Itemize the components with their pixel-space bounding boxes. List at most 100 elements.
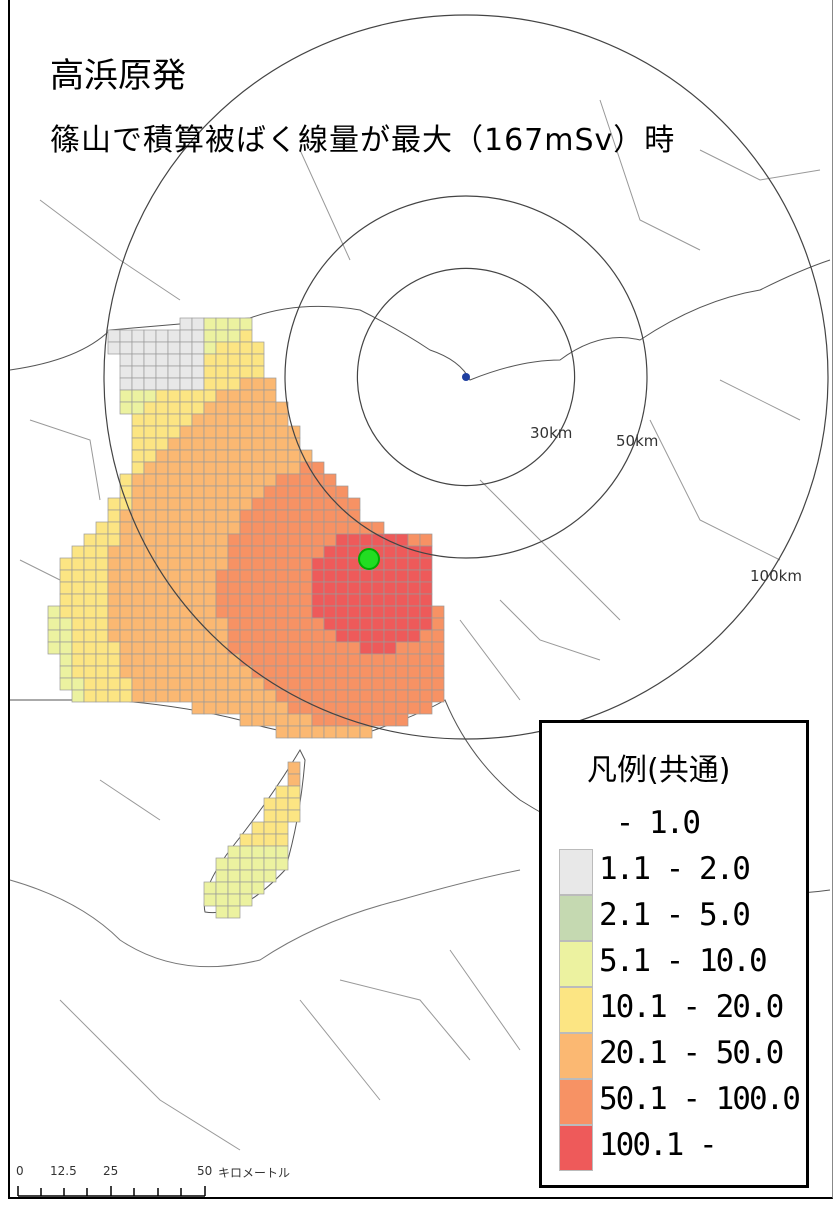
dose-cell — [263, 545, 277, 559]
dose-cell — [191, 485, 205, 499]
dose-cell — [383, 617, 397, 631]
dose-cell — [287, 521, 301, 535]
dose-cell — [143, 473, 157, 487]
ring-50km — [284, 195, 648, 559]
dose-cell — [383, 605, 397, 619]
dose-cell — [155, 557, 169, 571]
dose-cell — [191, 677, 205, 691]
dose-cell — [227, 533, 241, 547]
dose-cell — [347, 641, 361, 655]
dose-cell — [47, 629, 61, 643]
dose-cell — [167, 425, 181, 439]
dose-cell — [335, 557, 349, 571]
dose-cell — [407, 689, 421, 703]
dose-cell — [167, 401, 181, 415]
dose-cell — [203, 593, 217, 607]
dose-cell — [419, 689, 433, 703]
dose-cell — [383, 545, 397, 559]
dose-cell — [359, 689, 373, 703]
dose-cell — [71, 641, 85, 655]
dose-cell — [155, 641, 169, 655]
dose-cell — [239, 437, 253, 451]
dose-cell — [191, 689, 205, 703]
dose-cell — [155, 689, 169, 703]
dose-cell — [239, 581, 253, 595]
dose-cell — [431, 605, 445, 619]
dose-cell — [191, 425, 205, 439]
dose-cell — [179, 449, 193, 463]
dose-cell — [203, 629, 217, 643]
dose-cell — [59, 617, 73, 631]
distance-rings — [103, 14, 829, 740]
dose-cell — [191, 701, 205, 715]
dose-cell — [167, 461, 181, 475]
dose-cell — [347, 497, 361, 511]
dose-cell — [119, 473, 133, 487]
dose-cell — [179, 317, 193, 331]
dose-cell — [359, 641, 373, 655]
dose-cell — [431, 641, 445, 655]
legend-item: 50.1 - 100.0 — [559, 1079, 801, 1125]
dose-cell — [239, 365, 253, 379]
legend-label: 100.1 - — [599, 1127, 718, 1163]
dose-cell — [395, 677, 409, 691]
dose-cell — [131, 653, 145, 667]
legend-item: 2.1 - 5.0 — [559, 895, 799, 941]
dose-cell — [227, 413, 241, 427]
legend-title: 凡例(共通) — [587, 753, 731, 788]
dose-cell — [119, 605, 133, 619]
dose-cell — [167, 497, 181, 511]
dose-cell — [251, 629, 265, 643]
dose-cell — [251, 569, 265, 583]
dose-cell — [323, 593, 337, 607]
dose-cell — [95, 617, 109, 631]
dose-cell — [419, 653, 433, 667]
dose-cell — [203, 689, 217, 703]
dose-cell — [215, 473, 229, 487]
legend-label: 20.1 - 50.0 — [599, 1035, 784, 1071]
dose-cell — [227, 461, 241, 475]
dose-cell — [179, 653, 193, 667]
dose-cell — [287, 773, 301, 787]
dose-cell — [275, 641, 289, 655]
dose-cell — [299, 593, 313, 607]
dose-cell — [275, 713, 289, 727]
dose-cell — [407, 653, 421, 667]
dose-cell — [299, 641, 313, 655]
dose-cell — [407, 605, 421, 619]
dose-cell — [275, 449, 289, 463]
dose-cell — [251, 461, 265, 475]
dose-cell — [359, 677, 373, 691]
dose-cell — [347, 581, 361, 595]
dose-cell — [107, 641, 121, 655]
dose-cell — [275, 629, 289, 643]
dose-cell — [275, 461, 289, 475]
dose-cell — [335, 485, 349, 499]
dose-cell — [323, 689, 337, 703]
dose-cell — [383, 557, 397, 571]
dose-cell — [263, 497, 277, 511]
dose-cell — [203, 461, 217, 475]
dose-cell — [227, 509, 241, 523]
legend-label: 1.1 - 2.0 — [599, 851, 751, 887]
dose-cell — [71, 665, 85, 679]
dose-cell — [239, 413, 253, 427]
dose-cell — [287, 593, 301, 607]
dose-cell — [167, 629, 181, 643]
dose-cell — [311, 521, 325, 535]
dose-cell — [119, 617, 133, 631]
dose-cell — [275, 809, 289, 823]
dose-cell — [227, 701, 241, 715]
dose-cell — [179, 485, 193, 499]
dose-cell — [167, 689, 181, 703]
dose-cell — [227, 653, 241, 667]
dose-cell — [335, 653, 349, 667]
dose-cell — [239, 605, 253, 619]
dose-cell — [299, 473, 313, 487]
dose-cell — [203, 485, 217, 499]
dose-cell — [191, 497, 205, 511]
ring-label-100km: 100km — [750, 567, 802, 585]
dose-cell — [371, 605, 385, 619]
dose-cell — [227, 665, 241, 679]
dose-cell — [191, 473, 205, 487]
